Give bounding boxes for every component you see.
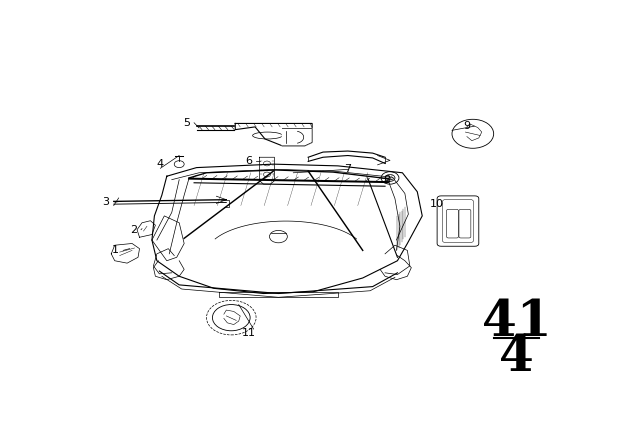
Circle shape [381,172,399,184]
Text: 2: 2 [130,225,137,235]
FancyBboxPatch shape [437,196,479,246]
Circle shape [212,305,250,331]
Circle shape [207,301,256,335]
Text: 5: 5 [183,118,190,128]
Text: 8: 8 [383,175,390,185]
Text: 10: 10 [430,199,444,209]
Text: 4: 4 [499,333,534,382]
Text: 11: 11 [242,328,255,338]
Circle shape [452,119,493,148]
Circle shape [174,161,184,168]
Text: 1: 1 [112,246,119,255]
Text: 3: 3 [102,197,109,207]
Text: 9: 9 [463,121,470,131]
Polygon shape [282,129,312,146]
Text: 7: 7 [344,164,351,174]
Text: 6: 6 [245,156,252,166]
Text: 41: 41 [482,298,551,347]
Text: 4: 4 [157,159,164,169]
